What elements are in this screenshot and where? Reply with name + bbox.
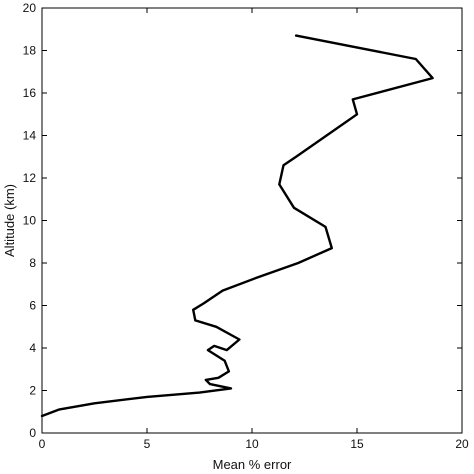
- x-axis-label: Mean % error: [213, 457, 292, 472]
- x-tick-label: 10: [245, 437, 259, 451]
- y-tick-label: 10: [23, 214, 37, 228]
- x-tick-label: 0: [39, 437, 46, 451]
- y-axis-label: Altitude (km): [2, 184, 17, 257]
- y-tick-label: 14: [23, 129, 37, 143]
- axis-ticks: [41, 7, 463, 434]
- y-tick-label: 16: [23, 86, 37, 100]
- y-tick-label: 12: [23, 171, 37, 185]
- y-tick-label: 0: [29, 426, 36, 440]
- x-tick-label: 20: [455, 437, 469, 451]
- y-tick-label: 8: [29, 256, 36, 270]
- y-tick-label: 6: [29, 299, 36, 313]
- tick-labels: 0 5 10 15 20 0 2 4 6 8 10 12 14 16 18 20: [23, 1, 469, 451]
- plot-frame: [41, 7, 463, 434]
- x-tick-label: 15: [350, 437, 364, 451]
- y-tick-label: 4: [29, 341, 36, 355]
- series-line: [40, 34, 434, 418]
- x-tick-label: 5: [144, 437, 151, 451]
- y-tick-label: 20: [23, 1, 37, 15]
- y-tick-label: 2: [29, 384, 36, 398]
- y-tick-label: 18: [23, 44, 37, 58]
